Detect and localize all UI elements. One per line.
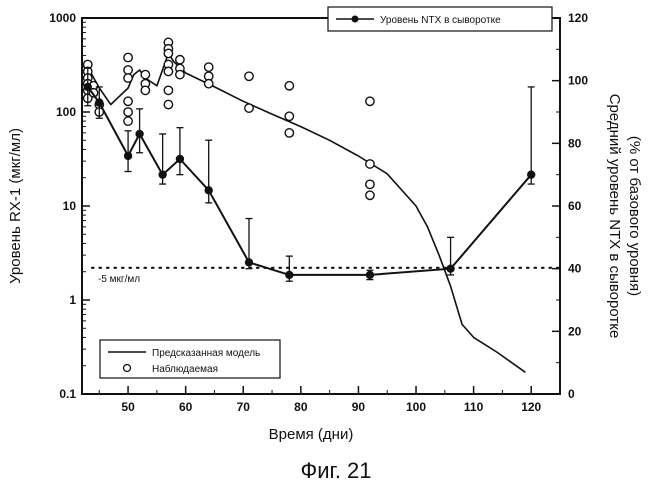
observed-point (204, 63, 212, 71)
observed-point (124, 97, 132, 105)
y-right-tick-label: 20 (568, 324, 582, 338)
figure-caption: Фиг. 21 (0, 458, 672, 484)
x-axis-title: Время (дни) (269, 426, 354, 443)
legend-observed-marker-swatch (124, 365, 131, 372)
y-left-tick-label: 100 (56, 105, 76, 119)
ntx-line (88, 87, 531, 275)
observed-point (164, 49, 172, 57)
x-tick-label: 120 (521, 400, 541, 414)
observed-point (204, 80, 212, 88)
legend-model: Предсказанная модель Наблюдаемая (100, 340, 280, 378)
observed-point (366, 191, 374, 199)
y-right-tick-label: 0 (568, 387, 575, 401)
ntx-point (135, 130, 143, 138)
observed-point (164, 100, 172, 108)
plot-frame (82, 18, 560, 394)
legend-model-label: Предсказанная модель (152, 348, 260, 359)
x-tick-label: 90 (352, 400, 366, 414)
observed-point (124, 108, 132, 116)
observed-point (141, 86, 149, 94)
x-tick-label: 60 (179, 400, 193, 414)
y-axis-right-title-line2: (% от базового уровня) (626, 136, 643, 296)
observed-point (124, 66, 132, 74)
x-tick-label: 70 (237, 400, 251, 414)
y-left-tick-label: 1 (69, 293, 76, 307)
observed-point (285, 112, 293, 120)
observed-point (285, 82, 293, 90)
y-right-tick-label: 60 (568, 199, 582, 213)
observed-point (285, 129, 293, 137)
model-curve (88, 53, 526, 372)
observed-point (176, 70, 184, 78)
ntx-point (95, 98, 103, 106)
ntx-point (245, 258, 253, 266)
x-tick-label: 100 (406, 400, 426, 414)
y-right-tick-label: 120 (568, 11, 588, 25)
ntx-point (158, 170, 166, 178)
ntx-point (124, 152, 132, 160)
y-left-tick-label: 0.1 (59, 387, 76, 401)
observed-point (141, 70, 149, 78)
observed-point (366, 160, 374, 168)
x-tick-label: 50 (121, 400, 135, 414)
y-axis-left-title: Уровень RX-1 (мкг/мл) (7, 128, 24, 284)
observed-point (245, 104, 253, 112)
observed-point (245, 72, 253, 80)
ntx-point (527, 170, 535, 178)
threshold-label: -5 мкг/мл (98, 274, 140, 285)
observed-point (124, 74, 132, 82)
y-left-tick-label: 1000 (49, 11, 76, 25)
observed-point (164, 86, 172, 94)
ntx-point (366, 271, 374, 279)
observed-point (366, 180, 374, 188)
y-axis-right-title-line1: Средний уровень NTX в сыворотке (606, 94, 623, 339)
legend-ntx: Уровень NTX в сыворотке (328, 7, 552, 31)
y-right-tick-label: 80 (568, 136, 582, 150)
ntx-point (446, 264, 454, 272)
ntx-point (176, 155, 184, 163)
observed-point (124, 53, 132, 61)
ntx-point (204, 186, 212, 194)
observed-point (176, 56, 184, 64)
legend-observed-label: Наблюдаемая (152, 363, 218, 375)
legend-ntx-label: Уровень NTX в сыворотке (380, 15, 501, 26)
ntx-point (84, 83, 92, 91)
legend-ntx-marker-swatch (352, 16, 359, 23)
y-right-tick-label: 40 (568, 262, 582, 276)
y-left-tick-label: 10 (63, 199, 77, 213)
series-layer (84, 38, 558, 372)
x-tick-label: 110 (464, 400, 484, 414)
observed-point (124, 117, 132, 125)
ntx-point (285, 271, 293, 279)
observed-point (164, 67, 172, 75)
observed-point (366, 97, 374, 105)
x-tick-label: 80 (294, 400, 308, 414)
y-right-tick-label: 100 (568, 74, 588, 88)
